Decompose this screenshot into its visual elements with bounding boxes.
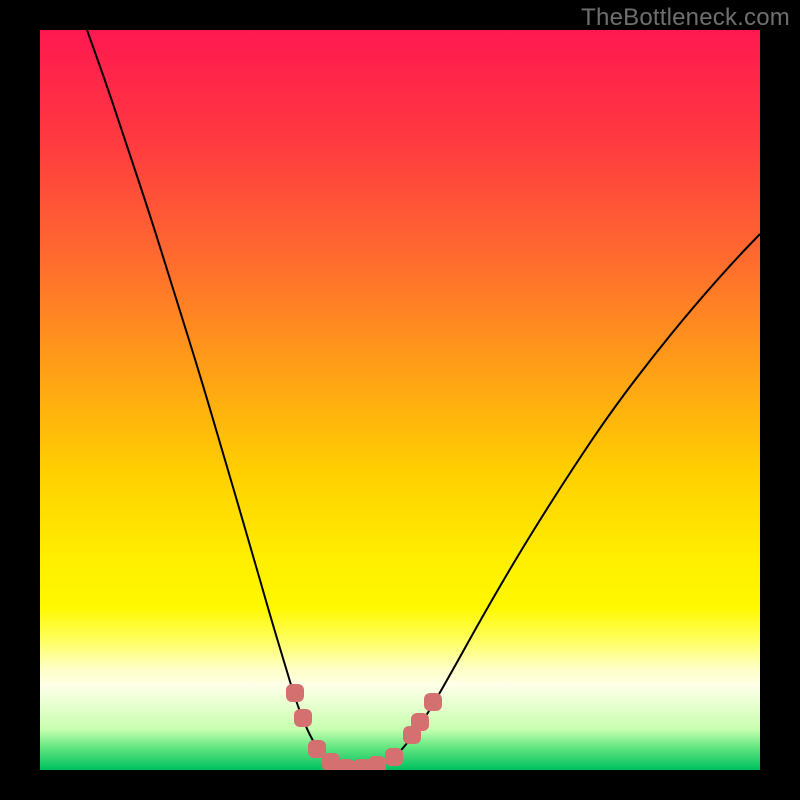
- data-marker: [294, 709, 312, 727]
- data-marker: [385, 748, 403, 766]
- chart-border: [0, 0, 40, 800]
- chart-border: [0, 770, 800, 800]
- data-marker: [411, 713, 429, 731]
- bottleneck-chart: [0, 0, 800, 800]
- data-marker: [424, 693, 442, 711]
- watermark-text: TheBottleneck.com: [581, 4, 790, 32]
- data-marker: [286, 684, 304, 702]
- chart-border: [760, 0, 800, 800]
- gradient-background: [40, 30, 760, 770]
